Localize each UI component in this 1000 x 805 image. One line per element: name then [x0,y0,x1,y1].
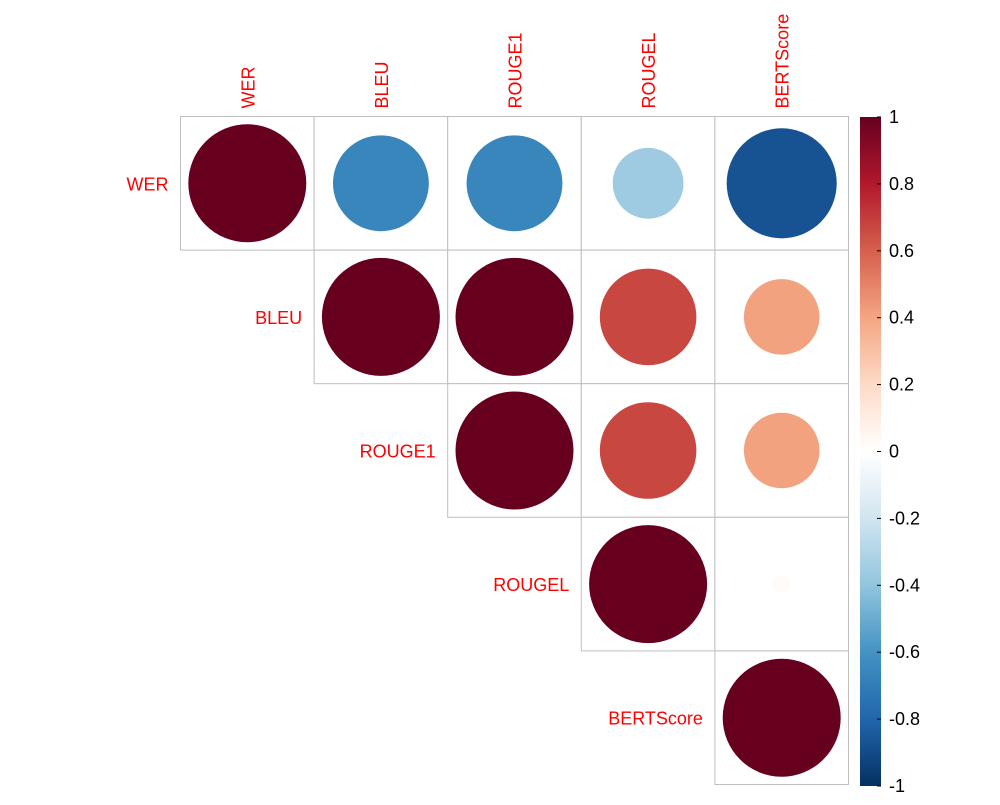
row-label-ROUGE1: ROUGE1 [360,442,436,462]
colorbar-tick-label: -0.4 [889,575,920,595]
column-label-WER: WER [238,67,258,109]
corr-circle-BLEU-ROUGE1 [455,257,574,376]
colorbar-tick-label: -0.8 [889,709,920,729]
row-label-BLEU: BLEU [255,308,302,328]
row-label-BERTScore: BERTScore [608,709,703,729]
corr-circle-ROUGEL-ROUGEL [589,525,708,644]
colorbar-tick-label: -0.6 [889,642,920,662]
colorbar-tick-label: -0.2 [889,508,920,528]
row-label-WER: WER [127,174,169,194]
colorbar-tick-label: -1 [889,776,905,796]
column-label-BERTScore: BERTScore [773,14,793,109]
colorbar-tick-label: 0.2 [889,375,914,395]
corr-circle-WER-BLEU [332,135,429,232]
grid-cell-ROUGEL-BERTScore [714,516,850,652]
colorbar [860,117,881,786]
colorbar-tick-label: 0.4 [889,308,914,328]
corr-circle-BLEU-ROUGEL [599,268,697,366]
corr-circle-WER-BERTScore [726,128,837,239]
colorbar-tick-label: 0.6 [889,241,914,261]
corr-circle-WER-WER [188,124,307,243]
row-label-ROUGEL: ROUGEL [493,575,569,595]
corr-circle-BERTScore-BERTScore [722,658,841,777]
corr-circle-BLEU-BERTScore [743,279,820,355]
column-label-ROUGE1: ROUGE1 [506,32,526,108]
colorbar-tick-label: 0 [889,442,899,462]
corr-circle-ROUGE1-ROUGEL [599,402,697,499]
corr-circle-WER-ROUGE1 [466,135,563,232]
colorbar-tick-label: 0.8 [889,174,914,194]
corr-circle-ROUGEL-BERTScore [773,575,791,593]
colorbar-tick-label: 1 [889,107,899,127]
corr-circle-ROUGE1-BERTScore [743,412,820,489]
corr-circle-BLEU-BLEU [321,257,440,376]
corr-circle-ROUGE1-ROUGE1 [455,391,574,510]
column-label-ROUGEL: ROUGEL [639,32,659,108]
corr-circle-WER-ROUGEL [612,147,684,219]
column-label-BLEU: BLEU [372,61,392,108]
